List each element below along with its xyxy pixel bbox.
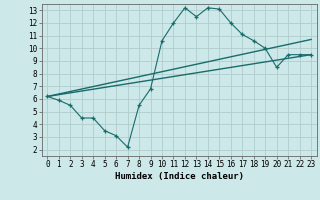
X-axis label: Humidex (Indice chaleur): Humidex (Indice chaleur) — [115, 172, 244, 181]
